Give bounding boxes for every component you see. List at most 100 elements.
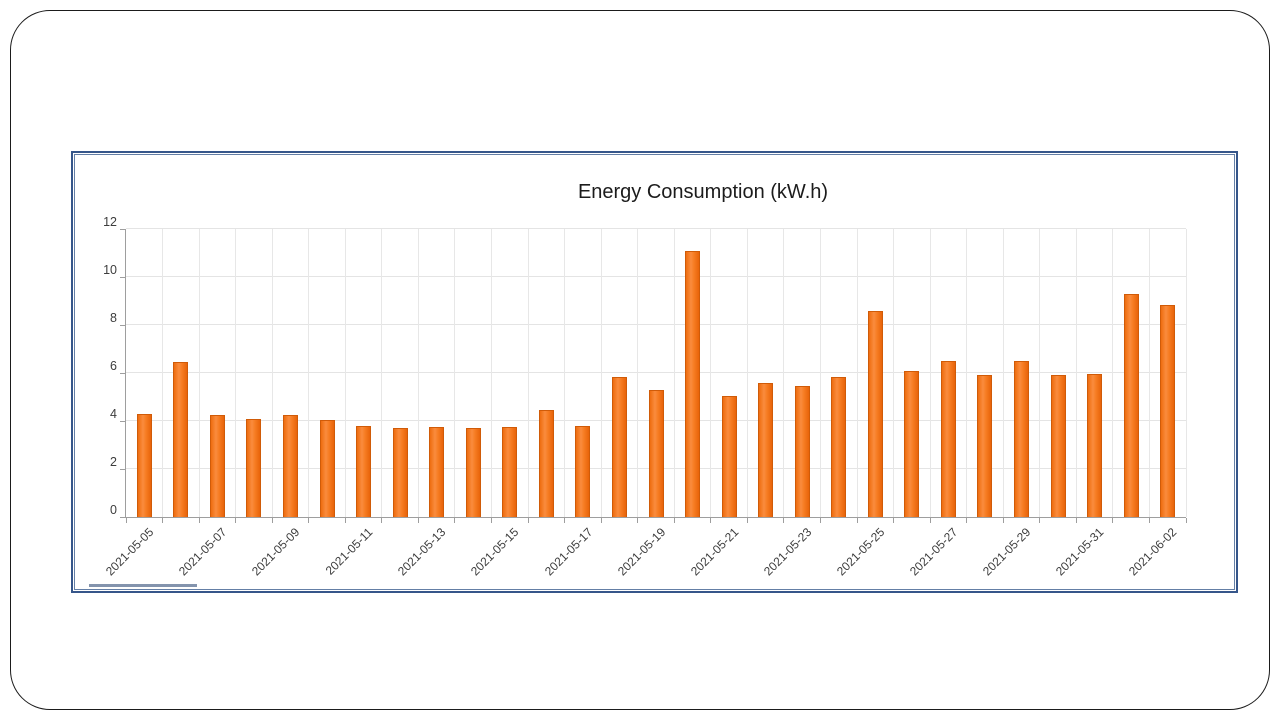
- horizontal-scrollbar-thumb[interactable]: [89, 584, 197, 587]
- x-gridline: [564, 229, 566, 517]
- x-axis-tick: [1112, 518, 1114, 523]
- bar[interactable]: [282, 415, 298, 517]
- x-axis-tick-label: 2021-05-25: [833, 525, 888, 579]
- x-axis-tick-label: 2021-05-23: [760, 525, 815, 579]
- bar[interactable]: [1087, 374, 1103, 517]
- y-axis-tick: [120, 420, 125, 422]
- y-axis-tick: [120, 228, 125, 230]
- x-gridline: [929, 229, 931, 517]
- y-axis-tick: [120, 516, 125, 518]
- slide-page: Energy Consumption (kW.h) 0 2 4 6 8 10 12 2021-…: [10, 10, 1270, 710]
- bar[interactable]: [502, 427, 518, 517]
- bar[interactable]: [392, 428, 408, 517]
- x-gridline: [673, 229, 675, 517]
- bar[interactable]: [465, 428, 481, 517]
- x-axis-tick-label: 2021-05-17: [541, 525, 595, 579]
- bar[interactable]: [356, 425, 372, 517]
- x-gridline: [381, 229, 383, 517]
- x-axis-tick: [966, 518, 968, 523]
- x-axis-tick: [1148, 518, 1150, 523]
- bar[interactable]: [538, 410, 554, 517]
- bar[interactable]: [721, 395, 737, 517]
- x-gridline: [454, 229, 456, 517]
- bar[interactable]: [173, 362, 189, 517]
- y-gridline: [126, 324, 1186, 325]
- x-gridline: [1039, 229, 1041, 517]
- x-axis-tick-label: 2021-05-05: [102, 525, 157, 579]
- bar[interactable]: [648, 389, 664, 517]
- y-axis-tick: [120, 324, 125, 326]
- x-axis-tick: [783, 518, 785, 523]
- bar[interactable]: [940, 361, 956, 517]
- x-axis-tick: [308, 518, 310, 523]
- bar[interactable]: [1123, 293, 1139, 517]
- x-axis-tick-label: 2021-05-07: [175, 525, 230, 579]
- x-axis-tick: [527, 518, 529, 523]
- x-axis-tick-label: 2021-05-31: [1053, 525, 1107, 579]
- y-axis-tick-label: 10: [103, 263, 117, 277]
- bar[interactable]: [136, 413, 152, 517]
- bar[interactable]: [209, 415, 225, 517]
- x-gridline: [893, 229, 895, 517]
- x-axis-tick: [1185, 518, 1187, 523]
- y-axis-tick-label: 2: [110, 455, 117, 469]
- bar[interactable]: [246, 418, 262, 517]
- bar[interactable]: [575, 425, 591, 517]
- x-gridline: [746, 229, 748, 517]
- bar[interactable]: [904, 370, 920, 517]
- x-axis-tick: [417, 518, 419, 523]
- bar[interactable]: [1050, 375, 1066, 517]
- bar[interactable]: [685, 250, 701, 517]
- bar[interactable]: [977, 375, 993, 517]
- x-axis-tick: [929, 518, 931, 523]
- bar[interactable]: [758, 382, 774, 517]
- y-axis-tick: [120, 276, 125, 278]
- x-gridline: [856, 229, 858, 517]
- bar[interactable]: [867, 310, 883, 517]
- plot-area: 0 2 4 6 8 10 12 2021-05-05 2021-05-07 2021-05-09 2…: [103, 215, 1187, 578]
- x-axis-tick: [198, 518, 200, 523]
- y-axis-tick-label: 12: [103, 215, 117, 229]
- x-axis-tick: [1075, 518, 1077, 523]
- bar[interactable]: [1014, 361, 1030, 517]
- chart-frame: Energy Consumption (kW.h) 0 2 4 6 8 10 12 2021-…: [71, 151, 1238, 593]
- x-axis-tick: [1039, 518, 1041, 523]
- x-axis-tick: [819, 518, 821, 523]
- x-axis-tick: [600, 518, 602, 523]
- bar[interactable]: [611, 376, 627, 517]
- y-axis-tick: [120, 468, 125, 470]
- x-gridline: [308, 229, 310, 517]
- x-axis-tick: [271, 518, 273, 523]
- x-gridline: [235, 229, 237, 517]
- x-gridline: [637, 229, 639, 517]
- x-gridline: [1075, 229, 1077, 517]
- x-axis-tick: [673, 518, 675, 523]
- x-axis-tick: [235, 518, 237, 523]
- x-axis-tick: [637, 518, 639, 523]
- x-axis-tick: [564, 518, 566, 523]
- x-gridline: [783, 229, 785, 517]
- x-axis-tick: [746, 518, 748, 523]
- x-gridline: [417, 229, 419, 517]
- bar[interactable]: [831, 376, 847, 517]
- x-axis-tick-label: 2021-05-27: [906, 525, 961, 579]
- x-axis-tick: [344, 518, 346, 523]
- bar[interactable]: [429, 427, 445, 517]
- y-gridline: [126, 372, 1186, 373]
- x-gridline: [198, 229, 200, 517]
- x-gridline: [1148, 229, 1150, 517]
- bar[interactable]: [1160, 304, 1176, 517]
- x-gridline: [1002, 229, 1004, 517]
- y-gridline: [126, 276, 1186, 277]
- y-axis-tick: [120, 372, 125, 374]
- x-axis-tick-label: 2021-05-11: [322, 525, 376, 578]
- chart-frame-inner-border: Energy Consumption (kW.h) 0 2 4 6 8 10 12 2021-…: [74, 154, 1235, 590]
- x-axis-tick: [491, 518, 493, 523]
- y-axis-tick-label: 8: [110, 311, 117, 325]
- bar[interactable]: [794, 386, 810, 517]
- x-axis-tick: [454, 518, 456, 523]
- bar[interactable]: [319, 419, 335, 517]
- x-axis-tick: [125, 518, 127, 523]
- y-axis-tick-label: 0: [110, 503, 117, 517]
- x-axis-tick-label: 2021-05-21: [687, 525, 741, 579]
